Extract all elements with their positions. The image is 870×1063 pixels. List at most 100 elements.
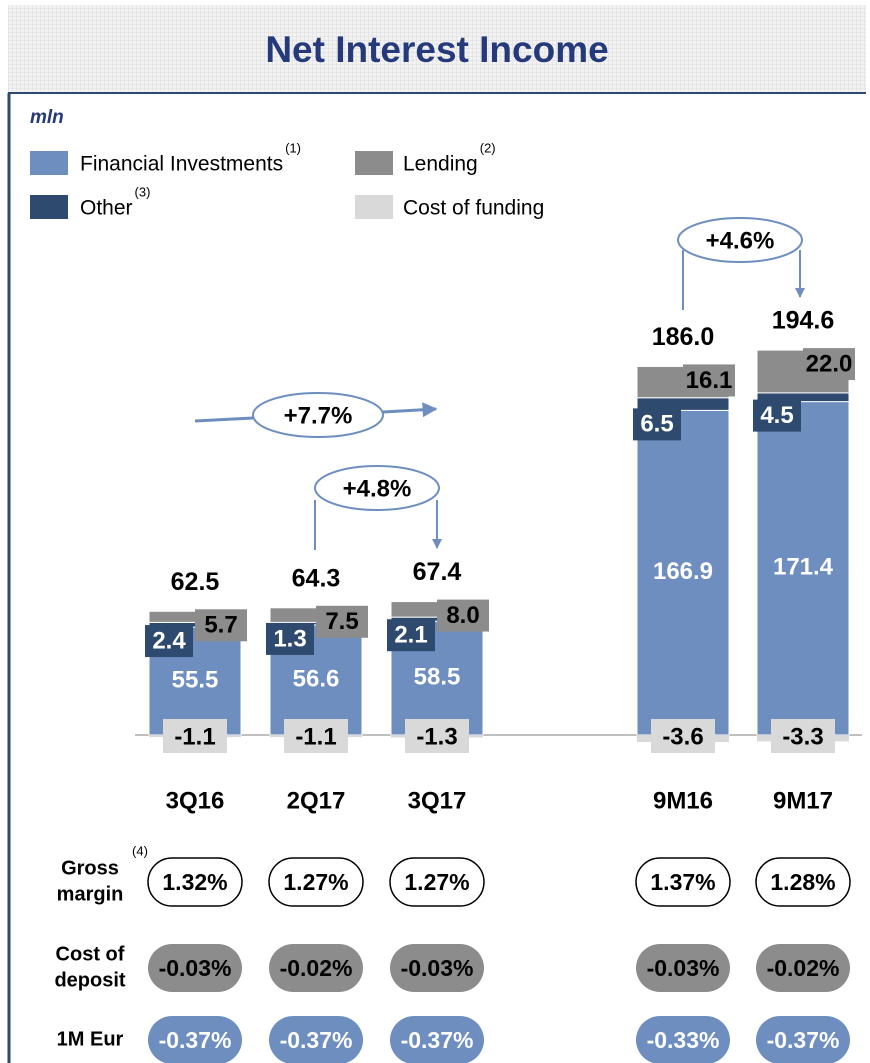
value-box [316, 605, 368, 638]
value-box [771, 719, 835, 753]
margin-value: -0.37% [280, 1027, 353, 1053]
value-label: 22.0 [806, 350, 853, 377]
margin-pill [269, 944, 363, 992]
margin-pill [148, 1016, 242, 1063]
value-label: 1.3 [273, 625, 306, 652]
arrows [194, 217, 805, 550]
margin-value: -0.03% [401, 955, 474, 981]
margin-pill [756, 944, 850, 992]
value-label: 171.4 [773, 554, 834, 581]
value-label: 6.5 [640, 411, 673, 438]
row-label: 1M Eur [57, 1028, 124, 1050]
x-tick-label: 3Q17 [408, 787, 467, 814]
value-label: -3.6 [662, 723, 703, 750]
total-label: 62.5 [171, 568, 220, 596]
value-label: 58.5 [414, 663, 461, 690]
legend-note: (1) [285, 140, 301, 155]
value-box [163, 719, 227, 753]
margin-value: -0.03% [159, 955, 232, 981]
value-label: 2.1 [394, 622, 427, 649]
value-label: -1.3 [416, 723, 457, 750]
margin-value: 1.28% [770, 869, 835, 895]
x-tick-label: 3Q16 [166, 787, 225, 814]
margin-pill [755, 857, 851, 907]
value-label: 7.5 [325, 608, 358, 635]
value-box [633, 408, 681, 441]
legend-note: (3) [135, 184, 151, 199]
value-box [683, 364, 735, 397]
value-box [145, 625, 193, 658]
legend-swatch [30, 195, 68, 219]
value-label: 4.5 [760, 402, 793, 429]
chart-title: Net Interest Income [265, 29, 608, 70]
value-box [284, 719, 348, 753]
margin-pill [269, 1016, 363, 1063]
title-band [8, 5, 866, 92]
bar-segment [636, 409, 730, 736]
value-label: 8.0 [446, 602, 479, 629]
value-box [405, 719, 469, 753]
value-box [387, 619, 435, 652]
value-box [803, 348, 855, 381]
legend-swatch [355, 195, 393, 219]
value-label: 2.4 [152, 627, 186, 654]
legend-note: (2) [480, 140, 496, 155]
total-label: 194.6 [772, 307, 835, 335]
margin-pill [636, 1016, 730, 1063]
total-label: 64.3 [292, 564, 341, 592]
row-label: deposit [54, 969, 125, 991]
value-label: 5.7 [204, 612, 237, 639]
value-box [437, 599, 489, 632]
unit-label: mln [30, 107, 64, 128]
margin-value: 1.27% [404, 869, 469, 895]
value-label: -1.1 [174, 723, 215, 750]
margin-value: 1.27% [283, 869, 348, 895]
row-label: Gross [61, 857, 119, 879]
legend-swatch [30, 151, 68, 175]
margin-pill [756, 1016, 850, 1063]
margin-pill [390, 1016, 484, 1063]
margin-pill [148, 944, 242, 992]
value-label: -1.1 [295, 723, 336, 750]
margin-pill [636, 944, 730, 992]
margin-pill [147, 857, 243, 907]
row-label: Cost of [56, 943, 125, 965]
value-label: 56.6 [293, 665, 340, 692]
margin-value: -0.03% [647, 955, 720, 981]
value-box [753, 399, 801, 432]
annotation: +4.6% [706, 227, 775, 254]
x-tick-label: 2Q17 [287, 787, 346, 814]
margin-value: -0.33% [647, 1027, 720, 1053]
row-note: (4) [132, 843, 148, 858]
margin-value: -0.37% [401, 1027, 474, 1053]
value-label: -3.3 [782, 723, 823, 750]
total-label: 186.0 [652, 323, 715, 351]
legend-swatch [355, 151, 393, 175]
legend-label: Other [80, 197, 133, 220]
margin-value: -0.02% [280, 955, 353, 981]
x-tick-label: 9M16 [653, 787, 713, 814]
value-box [266, 622, 314, 655]
value-label: 16.1 [686, 367, 733, 394]
value-box [651, 719, 715, 753]
x-tick-label: 9M17 [773, 787, 833, 814]
annotation: +7.7% [284, 402, 353, 429]
margin-value: -0.37% [767, 1027, 840, 1053]
margin-value: -0.02% [767, 955, 840, 981]
margin-pill [635, 857, 731, 907]
total-label: 67.4 [413, 558, 462, 586]
legend-label: Lending [403, 153, 478, 176]
value-label: 166.9 [653, 558, 713, 585]
margin-value: 1.32% [162, 869, 227, 895]
margin-pill [268, 857, 364, 907]
margin-pill [390, 944, 484, 992]
legend-label: Financial Investments [80, 153, 283, 176]
margin-value: 1.37% [650, 869, 715, 895]
value-label: 55.5 [172, 666, 219, 693]
margin-value: -0.37% [159, 1027, 232, 1053]
value-box [195, 609, 247, 642]
row-label: margin [57, 883, 124, 905]
annotation: +4.8% [343, 475, 412, 502]
margin-pill [389, 857, 485, 907]
